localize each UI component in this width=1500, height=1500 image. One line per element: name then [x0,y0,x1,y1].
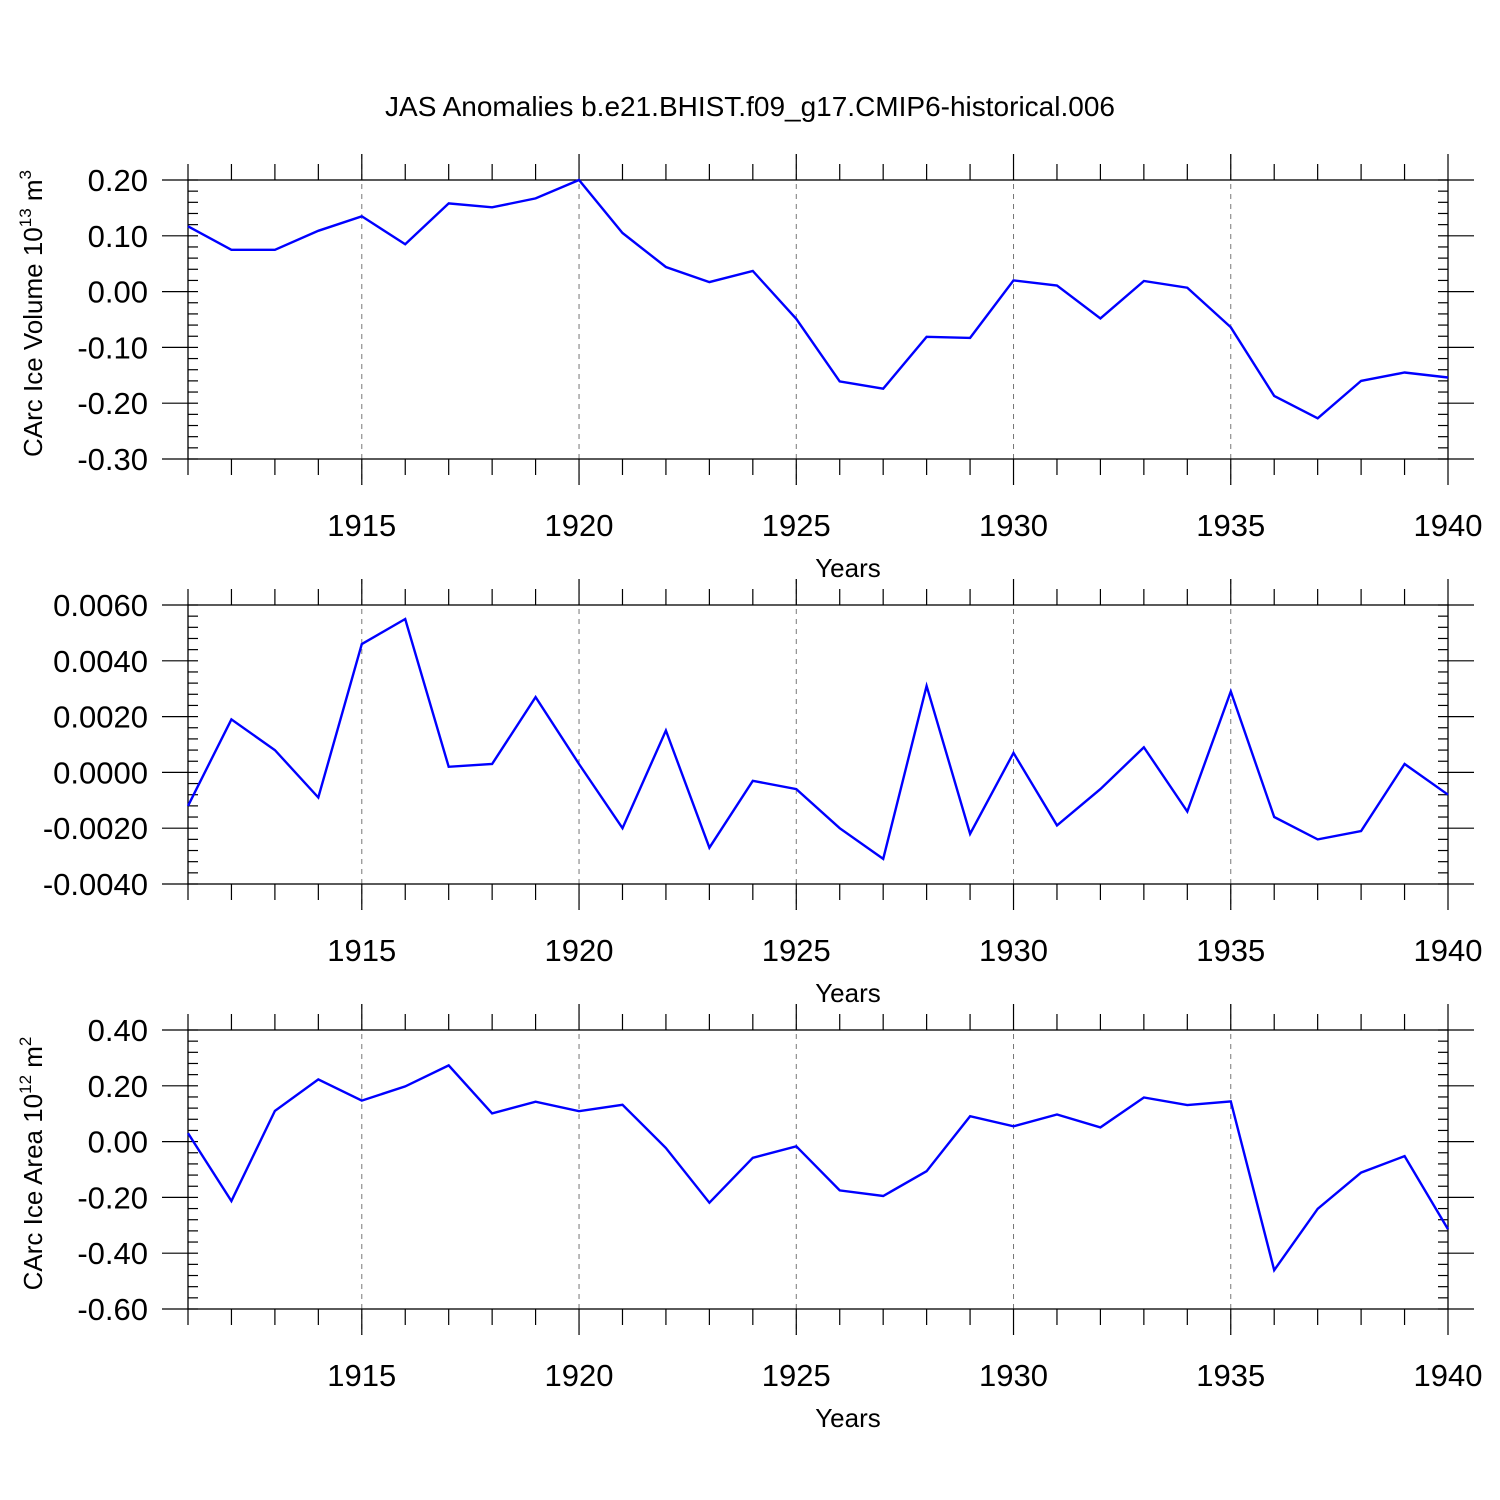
y-tick-label: -0.60 [77,1292,148,1327]
x-tick-label: 1935 [1196,933,1265,968]
figure-title: JAS Anomalies b.e21.BHIST.f09_g17.CMIP6-… [385,91,1115,122]
series-line [187,178,1449,420]
y-tick-label: 0.20 [88,163,148,198]
y-tick-label: -0.40 [77,1236,148,1271]
plot-frame [187,1029,1449,1310]
plot-frame [187,604,1449,885]
x-axis-title: Years [815,1403,881,1433]
x-tick-label: 1925 [762,508,831,543]
x-tick-label: 1940 [1414,1358,1483,1393]
x-axis-title: Years [815,553,881,583]
y-tick-label: 0.40 [88,1013,148,1048]
y-tick-label: 0.0060 [53,588,148,623]
x-tick-label: 1925 [762,933,831,968]
x-tick-label: 1935 [1196,1358,1265,1393]
y-tick-label: -0.20 [77,386,148,421]
x-tick-label: 1920 [545,1358,614,1393]
series-line [186,617,1449,861]
x-tick-label: 1930 [979,1358,1048,1393]
x-tick-label: 1930 [979,508,1048,543]
y-tick-label: -0.20 [77,1180,148,1215]
y-tick-label: -0.0040 [43,867,148,902]
series-line [186,1063,1450,1274]
panel-1: 0.20 0.10 0.00 -0.10 -0.20 -0.30 1915 1920 1925 1… [16,154,1482,583]
x-tick-label: 1935 [1196,508,1265,543]
x-tick-label: 1940 [1414,508,1483,543]
y-tick-label: 0.0000 [53,755,148,790]
y-axis-title: CArc Ice Volume 1013 m3 [16,170,48,457]
y-tick-label: -0.10 [77,330,148,365]
panel-3: 0.40 0.20 0.00 -0.20 -0.40 -0.60 1915 1920 1925 1… [16,1004,1482,1433]
y-tick-label: 0.00 [88,275,148,310]
x-tick-label: 1915 [327,933,396,968]
y-tick-label: 0.00 [88,1125,148,1160]
y-tick-label: 0.20 [88,1069,148,1104]
y-tick-label: -0.0020 [43,811,148,846]
y-tick-label: 0.0020 [53,700,148,735]
x-axis-title: Years [815,978,881,1008]
x-tick-label: 1920 [545,508,614,543]
y-tick-label: 0.0040 [53,644,148,679]
panels: 0.20 0.10 0.00 -0.10 -0.20 -0.30 1915 1920 1925 1… [16,154,1482,1433]
y-tick-label: -0.30 [77,442,148,477]
y-tick-label: 0.10 [88,219,148,254]
x-tick-label: 1915 [327,1358,396,1393]
panel-2: 0.0060 0.0040 0.0020 0.0000 -0.0020 -0.0040 19… [43,579,1483,1008]
x-tick-label: 1930 [979,933,1048,968]
x-tick-label: 1925 [762,1358,831,1393]
plot-frame [187,179,1449,460]
x-tick-label: 1940 [1414,933,1483,968]
x-tick-label: 1920 [545,933,614,968]
y-axis-title: CArc Ice Area 1012 m2 [16,1037,48,1291]
x-tick-label: 1915 [327,508,396,543]
